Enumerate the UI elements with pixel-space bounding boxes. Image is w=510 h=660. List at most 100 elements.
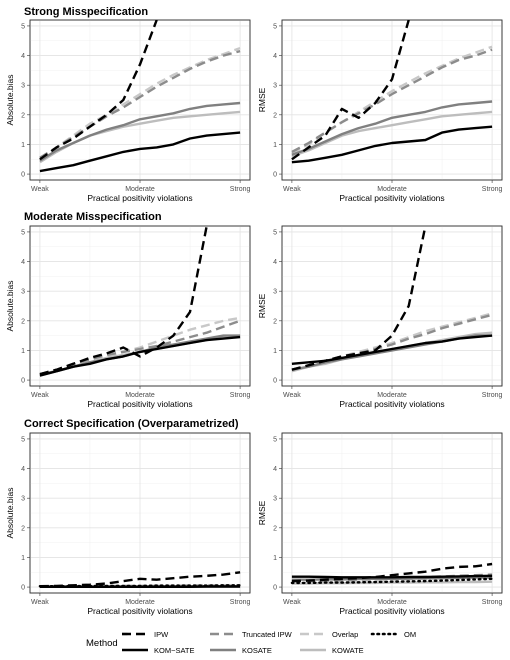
x-tick-label: Strong [230,186,251,193]
x-tick-label: Moderate [377,186,407,193]
series-line-kom-sate [291,125,493,164]
y-axis-title: RMSE [257,293,267,318]
x-axis-title: Practical positivity violations [87,193,192,203]
x-axis-title: Practical positivity violations [87,399,192,409]
legend-label-truncated-ipw: Truncated IPW [242,630,293,639]
series-line-om [290,577,494,585]
series-line-overlap [291,45,493,155]
series-line-truncated-ipw [291,48,493,153]
y-tick-label: 5 [273,229,277,236]
panel-border [281,432,503,594]
legend-label-kom-sate: KOM−SATE [154,646,195,655]
panel-border [29,225,251,387]
y-tick-label: 1 [21,348,25,355]
panel-border [29,19,251,181]
x-tick-label: Strong [230,392,251,399]
y-tick-label: 2 [273,525,277,532]
y-tick-label: 1 [273,348,277,355]
y-tick-label: 5 [21,23,25,30]
y-tick-label: 4 [21,53,25,60]
x-axis-title: Practical positivity violations [339,399,444,409]
series-line-overlap [39,316,241,376]
y-tick-label: 0 [21,378,25,385]
series-lines [39,226,241,377]
x-tick-label: Weak [283,186,301,193]
row-title-moderate: Moderate Misspecification [24,211,162,223]
x-tick-label: Weak [283,599,301,606]
x-tick-label: Strong [482,186,503,193]
series-line-kowate [291,110,493,158]
x-tick-label: Weak [31,599,49,606]
x-tick-label: Moderate [377,392,407,399]
series-line-kosate [39,101,241,162]
series-lines [38,571,242,588]
panel-2-1: 0 1 2 3 4 5 Weak Moderate Strong Practical positi… [257,432,503,616]
y-tick-label: 2 [21,318,25,325]
series-lines [291,226,493,373]
y-tick-label: 2 [273,112,277,119]
y-tick-label: 2 [21,525,25,532]
series-line-kom-sate [291,574,493,579]
y-tick-label: 2 [273,318,277,325]
y-tick-label: 4 [273,466,277,473]
y-axis-title: Absolute.bias [5,280,15,331]
legend-label-om: OM [404,630,416,639]
x-axis-title: Practical positivity violations [87,606,192,616]
panel-2-0: 0 1 2 3 4 5 Weak Moderate Strong Practical positi… [5,432,251,616]
y-axis-title: RMSE [257,87,267,112]
panel-border [281,225,503,387]
y-axis-title: RMSE [257,500,267,525]
x-tick-label: Strong [482,599,503,606]
y-tick-label: 4 [273,259,277,266]
row-title-strong: Strong Misspecification [24,6,148,18]
series-line-kom-sate [39,131,241,173]
panels: 0 1 2 3 4 5 Weak Moderate Strong Practical positi… [5,19,503,616]
x-tick-label: Moderate [125,186,155,193]
y-tick-label: 3 [21,496,25,503]
series-line-ipw [291,226,427,371]
y-tick-label: 5 [21,229,25,236]
legend: Method IPW Truncated IPW Overlap OM KOM−SATE… [86,630,416,655]
series-lines [291,20,493,164]
panel-0-0: 0 1 2 3 4 5 Weak Moderate Strong Practical positi… [5,19,251,203]
y-tick-label: 0 [273,172,277,179]
y-tick-label: 0 [273,378,277,385]
y-tick-label: 3 [273,496,277,503]
x-tick-label: Moderate [125,599,155,606]
legend-title: Method [86,638,118,649]
x-tick-label: Moderate [377,599,407,606]
x-tick-label: Moderate [125,392,155,399]
legend-label-overlap: Overlap [332,630,358,639]
x-tick-label: Weak [283,392,301,399]
y-tick-label: 5 [21,436,25,443]
x-axis-title: Practical positivity violations [339,606,444,616]
series-lines [39,20,241,173]
y-tick-label: 3 [21,83,25,90]
x-tick-label: Strong [482,392,503,399]
row-title-correct: Correct Specification (Overparametrized) [24,418,239,430]
y-tick-label: 4 [21,259,25,266]
y-tick-label: 3 [21,289,25,296]
panel-border [29,432,251,594]
y-tick-label: 4 [273,53,277,60]
y-axis-title: Absolute.bias [5,487,15,538]
series-line-ipw [39,226,208,376]
x-tick-label: Weak [31,186,49,193]
x-tick-label: Weak [31,392,49,399]
y-tick-label: 0 [21,172,25,179]
x-axis-title: Practical positivity violations [339,193,444,203]
y-tick-label: 5 [273,23,277,30]
y-tick-label: 1 [21,555,25,562]
y-tick-label: 4 [21,466,25,473]
series-line-kom-sate [39,335,241,377]
legend-label-ipw: IPW [154,630,169,639]
y-tick-label: 1 [273,555,277,562]
y-tick-label: 1 [21,142,25,149]
series-line-ipw [291,562,493,583]
series-line-ipw [39,20,158,161]
panel-1-1: 0 1 2 3 4 5 Weak Moderate Strong Practical positi… [257,225,503,409]
y-axis-title: Absolute.bias [5,74,15,125]
panel-0-1: 0 1 2 3 4 5 Weak Moderate Strong Practical positi… [257,19,503,203]
panel-border [281,19,503,181]
